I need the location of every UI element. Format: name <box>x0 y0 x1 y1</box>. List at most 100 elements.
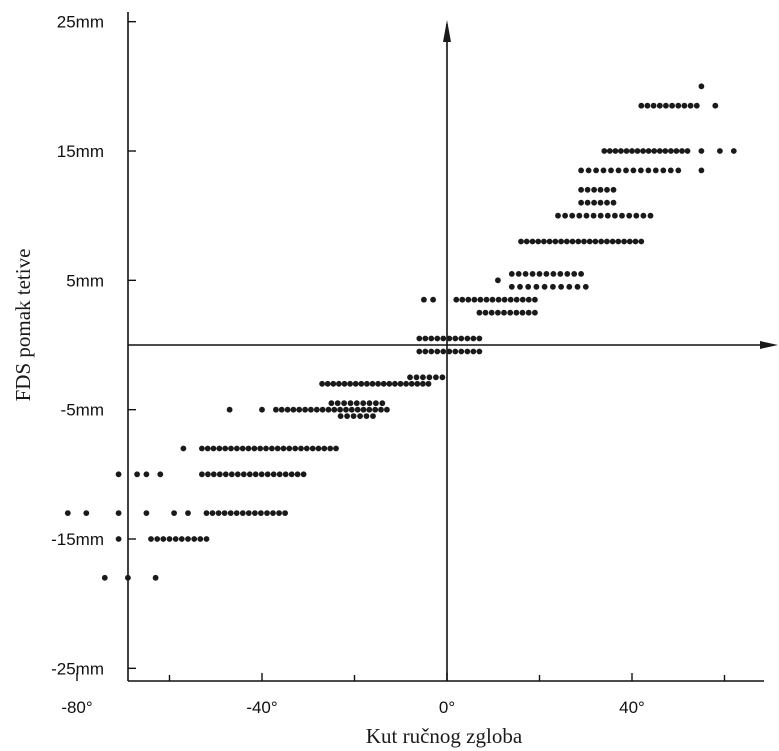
data-point <box>303 445 310 452</box>
data-point <box>439 374 446 381</box>
data-point <box>578 167 584 174</box>
data-point <box>626 212 633 219</box>
data-point <box>178 536 185 542</box>
data-point <box>257 445 264 452</box>
data-point <box>203 510 210 516</box>
data-point <box>433 374 439 381</box>
data-point <box>134 471 141 478</box>
data-point <box>612 148 619 154</box>
data-point <box>333 445 339 452</box>
data-point <box>166 536 173 542</box>
data-point <box>495 309 501 316</box>
data-point <box>656 148 663 154</box>
data-point <box>522 271 529 277</box>
data-point <box>558 238 564 245</box>
data-point <box>269 445 275 452</box>
data-point <box>226 406 233 413</box>
data-point <box>458 348 465 355</box>
data-point <box>576 212 583 219</box>
data-point <box>667 167 674 174</box>
data-point <box>465 296 472 303</box>
data-point <box>341 380 348 387</box>
data-point <box>608 167 614 174</box>
data-point <box>644 102 651 109</box>
data-point <box>515 271 522 277</box>
data-point <box>590 212 597 219</box>
x-tick-label: -40° <box>246 698 277 717</box>
data-point <box>668 148 674 154</box>
data-point <box>533 283 540 290</box>
data-point <box>366 400 373 407</box>
data-point <box>180 445 187 452</box>
data-point <box>185 510 191 516</box>
data-point <box>373 400 379 407</box>
data-point <box>645 167 652 174</box>
data-point <box>222 471 229 478</box>
data-point <box>369 380 376 387</box>
y-tick-label: -15mm <box>51 530 104 549</box>
data-point <box>276 471 283 478</box>
data-point <box>284 406 291 413</box>
data-point <box>372 406 379 413</box>
data-point <box>543 271 550 277</box>
data-point <box>673 148 680 154</box>
data-point <box>416 348 423 355</box>
data-point <box>357 413 363 419</box>
data-point <box>264 510 270 516</box>
data-point <box>525 296 532 303</box>
data-point <box>204 445 211 452</box>
data-point <box>234 445 240 452</box>
data-point <box>300 471 307 478</box>
data-point <box>495 296 502 303</box>
data-point <box>459 296 466 303</box>
data-point <box>578 271 584 277</box>
data-point <box>222 445 229 452</box>
data-point <box>420 374 426 381</box>
data-point <box>532 309 538 316</box>
data-point <box>563 238 570 245</box>
data-point <box>464 335 471 342</box>
data-point <box>185 536 191 542</box>
data-point <box>712 102 719 109</box>
data-point <box>360 400 367 407</box>
data-point <box>321 445 328 452</box>
data-point <box>717 148 723 154</box>
data-point <box>309 445 316 452</box>
data-point <box>203 536 210 542</box>
data-point <box>270 510 276 516</box>
data-point <box>347 400 354 407</box>
data-point <box>687 102 694 109</box>
data-point <box>378 406 384 413</box>
data-point <box>476 348 483 355</box>
data-point <box>582 283 589 290</box>
data-point <box>471 296 478 303</box>
y-axis-ticks: 25mm 15mm 5mm -5mm -15mm -25mm <box>51 13 136 678</box>
data-point <box>555 212 561 219</box>
data-point <box>632 238 639 245</box>
data-point <box>370 413 376 419</box>
data-point <box>392 380 398 387</box>
data-point <box>586 238 593 245</box>
data-point <box>276 510 282 516</box>
data-point <box>610 199 617 206</box>
data-point <box>199 445 205 452</box>
data-point <box>593 167 599 174</box>
data-point <box>228 445 234 452</box>
data-point <box>282 510 288 516</box>
data-point <box>583 212 590 219</box>
data-point <box>258 471 265 478</box>
data-point <box>546 238 553 245</box>
data-point <box>407 374 413 381</box>
data-point <box>352 380 359 387</box>
data-point <box>334 400 341 407</box>
data-point <box>536 271 543 277</box>
data-point <box>294 471 301 478</box>
data-point <box>337 413 344 419</box>
data-point <box>679 148 685 154</box>
data-point <box>730 148 737 154</box>
data-point <box>634 148 641 154</box>
data-point <box>336 380 342 387</box>
data-point <box>252 510 258 516</box>
data-point <box>446 348 453 355</box>
data-point <box>366 406 373 413</box>
